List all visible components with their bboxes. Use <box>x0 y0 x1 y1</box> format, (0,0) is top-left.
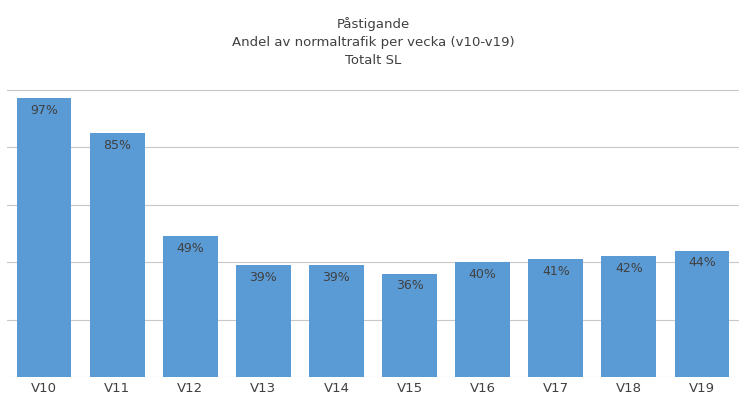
Bar <box>163 236 218 377</box>
Text: 85%: 85% <box>103 139 131 152</box>
Bar <box>455 262 510 377</box>
Text: 39%: 39% <box>249 271 278 284</box>
Text: 36%: 36% <box>395 279 424 292</box>
Text: 49%: 49% <box>176 242 204 255</box>
Bar <box>382 274 437 377</box>
Text: 40%: 40% <box>468 268 497 281</box>
Bar <box>528 259 583 377</box>
Text: 42%: 42% <box>615 262 643 275</box>
Bar <box>16 98 72 377</box>
Text: 41%: 41% <box>542 265 570 278</box>
Bar <box>309 265 364 377</box>
Title: Påstigande
Andel av normaltrafik per vecka (v10-v19)
Totalt SL: Påstigande Andel av normaltrafik per vec… <box>232 17 514 67</box>
Bar <box>236 265 291 377</box>
Text: 97%: 97% <box>30 104 58 117</box>
Bar <box>674 251 730 377</box>
Bar <box>601 256 656 377</box>
Bar <box>90 133 145 377</box>
Text: 39%: 39% <box>322 271 351 284</box>
Text: 44%: 44% <box>688 256 716 269</box>
